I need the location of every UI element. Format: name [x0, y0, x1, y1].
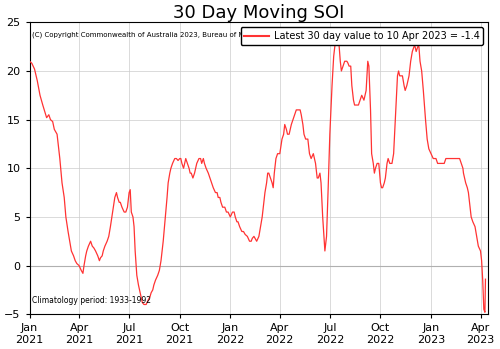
- Text: Climatology period: 1933-1992: Climatology period: 1933-1992: [32, 296, 151, 305]
- Title: 30 Day Moving SOI: 30 Day Moving SOI: [173, 4, 344, 22]
- Legend: Latest 30 day value to 10 Apr 2023 = -1.4: Latest 30 day value to 10 Apr 2023 = -1.…: [240, 27, 484, 45]
- Text: (C) Copyright Commonwealth of Australia 2023, Bureau of Meteorology: (C) Copyright Commonwealth of Australia …: [32, 31, 282, 38]
